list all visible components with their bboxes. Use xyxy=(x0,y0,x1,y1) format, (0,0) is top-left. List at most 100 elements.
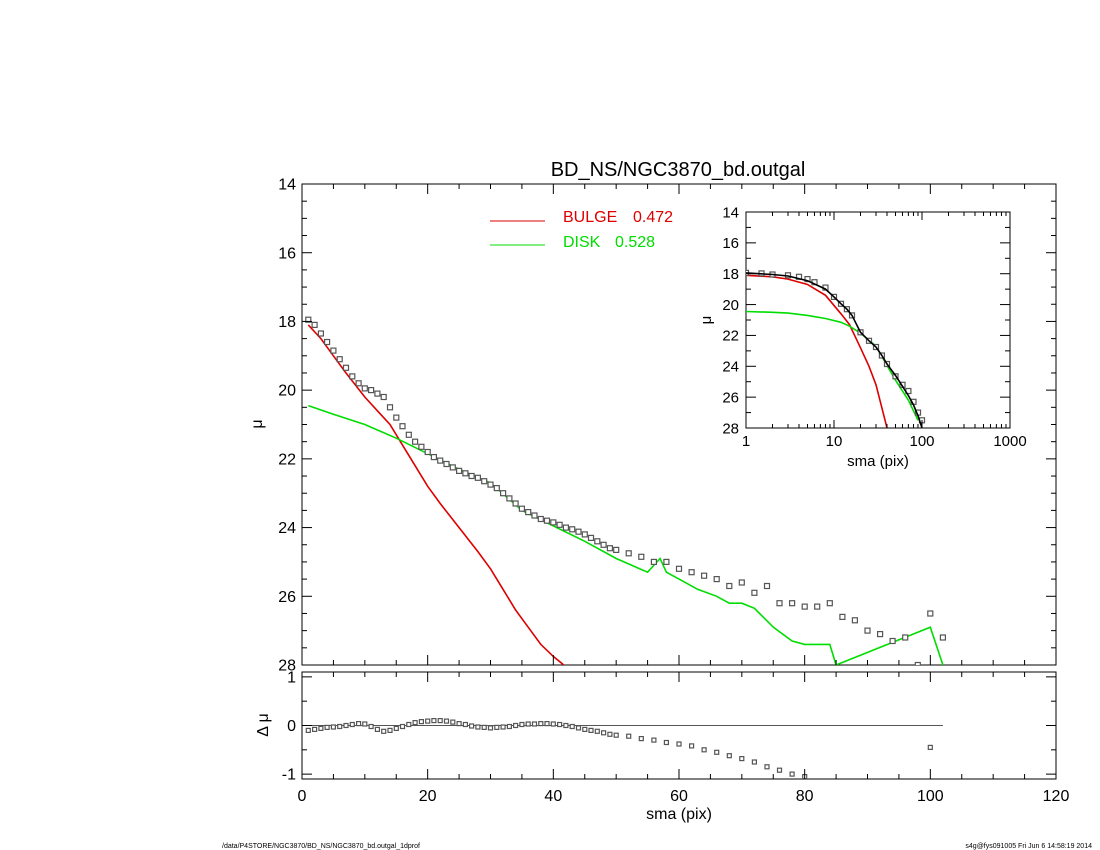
residual-data-point xyxy=(437,717,443,724)
residual-data-point xyxy=(714,749,720,755)
residual-data-point xyxy=(519,721,525,728)
residual-data-point xyxy=(469,723,475,729)
main-data-point xyxy=(456,467,463,474)
residual-data-point xyxy=(412,719,418,726)
main-data-point xyxy=(437,457,444,464)
residual-y-axis-label: Δ μ xyxy=(255,713,272,736)
residual-data-point xyxy=(337,723,343,730)
main-y-tick-label: 18 xyxy=(278,314,296,331)
main-data-point xyxy=(374,390,381,397)
main-data-point xyxy=(474,474,481,481)
main-data-point xyxy=(481,478,488,485)
residual-data-point xyxy=(399,723,406,730)
residual-data-point xyxy=(349,721,355,728)
chart-title: BD_NS/NGC3870_bd.outgal xyxy=(551,159,806,181)
residual-data-point xyxy=(443,718,450,724)
main-panel: BD_NS/NGC3870_bd.outgal μ 14 16 18 20 22 24 26… xyxy=(249,159,1057,675)
main-data-point xyxy=(487,481,494,488)
main-data-point xyxy=(876,630,884,638)
main-data-point xyxy=(600,541,607,548)
inset-y-tick-label: 18 xyxy=(722,266,739,283)
main-data-point xyxy=(675,565,683,572)
footer-timestamp: s4g@fys091005 Fri Jun 6 14:58:19 2014 xyxy=(965,843,1092,850)
main-data-point xyxy=(700,572,708,579)
main-y-tick-label: 14 xyxy=(278,177,296,194)
main-data-point xyxy=(902,634,909,641)
main-data-point xyxy=(663,558,670,566)
residual-data-point xyxy=(506,723,512,730)
residual-data-point xyxy=(387,727,393,734)
inset-y-tick-label: 22 xyxy=(722,328,739,345)
inset-bulge-line xyxy=(746,274,888,428)
main-data-point xyxy=(412,438,419,445)
residual-x-tick-label: 40 xyxy=(544,788,562,805)
residual-data-point xyxy=(538,720,544,727)
main-data-point xyxy=(317,330,324,337)
main-data-point xyxy=(575,528,582,535)
main-data-point xyxy=(927,610,934,617)
main-data-point xyxy=(713,575,720,583)
residual-data-point xyxy=(487,725,494,731)
residual-data-point xyxy=(374,726,380,733)
residual-data-point xyxy=(475,724,481,730)
main-data-point xyxy=(801,603,808,610)
residual-data-point xyxy=(362,721,368,727)
main-y-tick-label: 24 xyxy=(278,520,296,537)
footer-path: /data/P4STORE/NGC3870/BD_NS/NGC3870_bd.o… xyxy=(222,843,420,850)
inset-x-tick-label: 1000 xyxy=(993,433,1026,450)
residual-data-point xyxy=(525,721,531,727)
main-data-point xyxy=(776,600,783,607)
main-data-point xyxy=(738,579,745,586)
main-data-point xyxy=(550,519,557,526)
inset-y-axis-label: μ xyxy=(698,316,715,325)
inset-y-tick-label: 14 xyxy=(722,204,739,221)
inset-y-tick-label: 20 xyxy=(722,297,739,314)
residual-x-tick-label: 100 xyxy=(917,788,944,805)
main-data-point xyxy=(562,524,570,531)
residual-x-tick-label: 60 xyxy=(670,788,688,805)
main-data-point xyxy=(638,553,645,560)
residual-data-point xyxy=(330,724,336,730)
main-y-tick-label: 22 xyxy=(278,451,296,468)
residual-data-point xyxy=(626,733,632,739)
residual-data-point xyxy=(431,717,437,724)
residual-data-point xyxy=(500,724,506,730)
main-data-point xyxy=(324,338,331,346)
main-data-point xyxy=(581,531,588,538)
residual-data-point xyxy=(927,744,933,751)
residual-data-point xyxy=(776,767,783,773)
inset-x-tick-label: 100 xyxy=(909,433,934,450)
residual-data-point xyxy=(764,764,770,770)
main-data-point xyxy=(399,423,406,430)
residual-y-tick-label: 1 xyxy=(287,669,296,686)
residual-data-point xyxy=(726,753,732,759)
main-data-point xyxy=(814,603,821,610)
main-y-tick-label: 26 xyxy=(278,589,296,606)
residual-data-point xyxy=(456,720,462,727)
residual-data-point xyxy=(512,722,519,729)
inset-x-axis-label: sma (pix) xyxy=(847,453,909,470)
main-data-point xyxy=(430,454,437,461)
main-data-point xyxy=(613,546,620,554)
residual-x-tick-label: 80 xyxy=(796,788,814,805)
main-data-point xyxy=(826,600,833,607)
inset-y-tick-label: 26 xyxy=(722,389,739,406)
residual-data-point xyxy=(343,722,349,729)
residual-data-point xyxy=(613,732,619,738)
main-data-point xyxy=(688,569,695,576)
main-data-point xyxy=(468,472,475,480)
main-data-point xyxy=(330,347,337,354)
residual-data-point xyxy=(594,728,600,734)
inset-y-tick-label: 28 xyxy=(722,420,739,437)
residual-data-point xyxy=(600,730,607,736)
residual-data-point xyxy=(305,727,311,734)
main-y-axis-label: μ xyxy=(249,419,266,428)
residual-data-point xyxy=(544,720,550,727)
main-data-point xyxy=(569,526,576,533)
main-data-point xyxy=(851,617,859,624)
inset-x-tick-label: 1 xyxy=(742,433,750,450)
main-data-point xyxy=(543,517,551,524)
main-data-point xyxy=(726,582,733,590)
main-data-point xyxy=(349,373,356,380)
residual-x-tick-label: 20 xyxy=(419,788,437,805)
